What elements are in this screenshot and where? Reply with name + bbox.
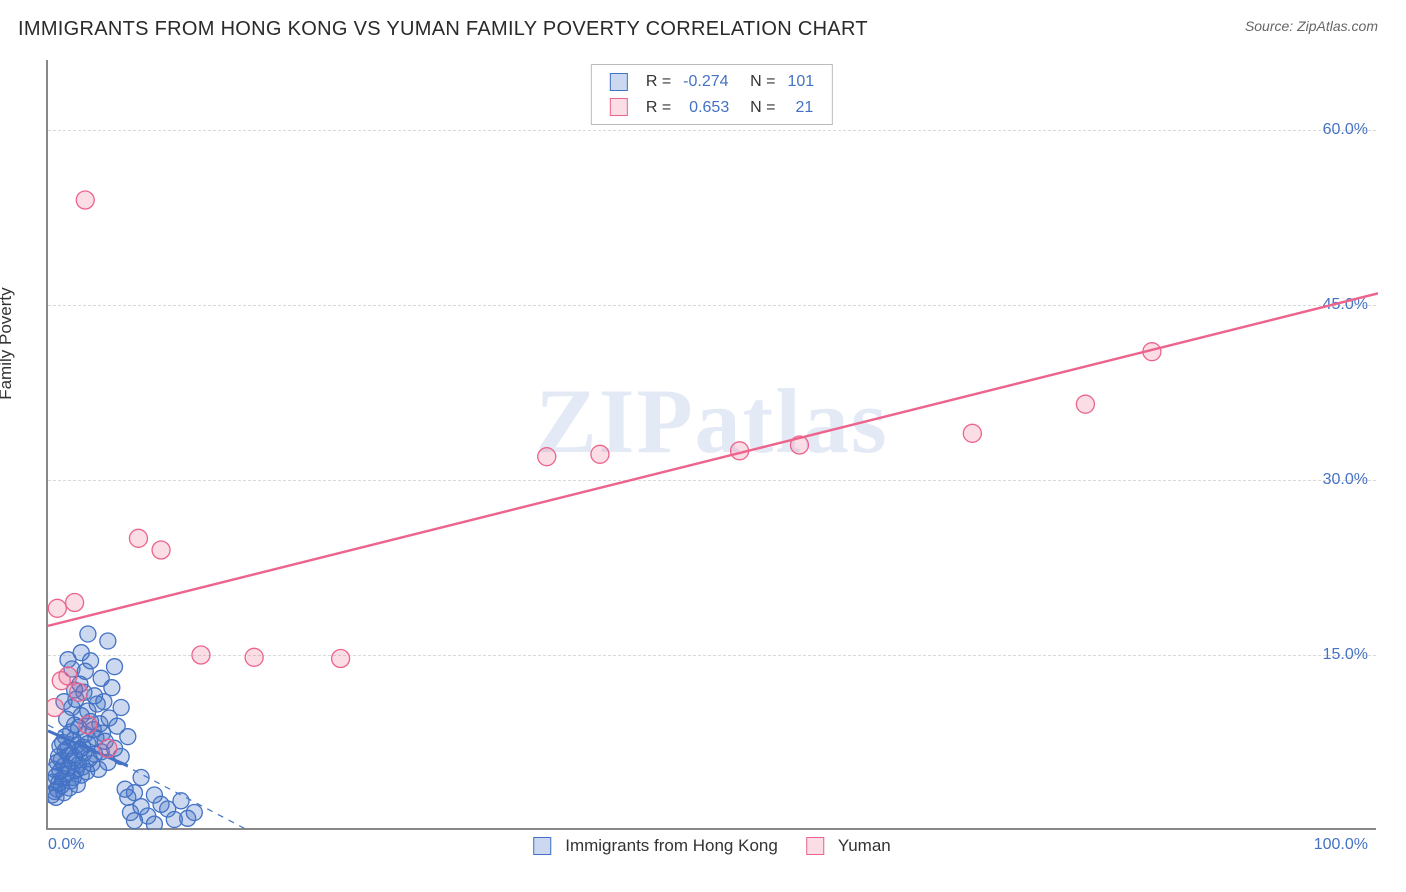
x-tick-max: 100.0% <box>1314 836 1368 854</box>
data-point <box>100 633 116 649</box>
data-point <box>591 445 609 463</box>
swatch-blue-icon <box>610 73 628 91</box>
chart-area: ZIPatlas R = -0.274 N = 101 R = 0.653 N … <box>46 60 1376 830</box>
data-point <box>1076 395 1094 413</box>
chart-title: IMMIGRANTS FROM HONG KONG VS YUMAN FAMIL… <box>18 18 868 41</box>
data-point <box>963 424 981 442</box>
data-point <box>245 648 263 666</box>
swatch-pink-icon <box>806 837 824 855</box>
n-value-pink: 21 <box>781 95 820 121</box>
legend-row-pink: R = 0.653 N = 21 <box>604 95 820 121</box>
data-point <box>70 683 88 701</box>
data-point <box>104 680 120 696</box>
x-tick-min: 0.0% <box>48 836 84 854</box>
data-point <box>79 716 97 734</box>
r-value-blue: -0.274 <box>677 69 735 95</box>
data-point <box>66 594 84 612</box>
source-prefix: Source: <box>1245 18 1297 34</box>
swatch-blue-icon <box>533 837 551 855</box>
data-point <box>99 739 117 757</box>
swatch-pink-icon <box>610 98 628 116</box>
data-point <box>48 599 66 617</box>
legend-item-pink: Yuman <box>806 836 891 856</box>
legend-label-pink: Yuman <box>838 836 891 856</box>
data-point <box>80 626 96 642</box>
legend-row-blue: R = -0.274 N = 101 <box>604 69 820 95</box>
legend-item-blue: Immigrants from Hong Kong <box>533 836 778 856</box>
data-point <box>59 667 77 685</box>
data-point <box>173 793 189 809</box>
data-point <box>146 816 162 830</box>
data-point <box>129 529 147 547</box>
data-point <box>120 729 136 745</box>
plot-region: ZIPatlas R = -0.274 N = 101 R = 0.653 N … <box>46 60 1376 830</box>
data-point <box>332 650 350 668</box>
data-point <box>152 541 170 559</box>
correlation-legend: R = -0.274 N = 101 R = 0.653 N = 21 <box>591 64 833 125</box>
y-axis-label: Family Poverty <box>0 287 16 399</box>
data-point <box>96 694 112 710</box>
data-point <box>107 659 123 675</box>
data-point <box>186 805 202 821</box>
data-point <box>48 699 64 717</box>
r-value-pink: 0.653 <box>677 95 735 121</box>
data-point <box>538 448 556 466</box>
scatter-svg <box>48 60 1378 830</box>
series-legend: Immigrants from Hong Kong Yuman <box>533 836 891 856</box>
data-point <box>76 191 94 209</box>
data-point <box>60 652 76 668</box>
trend-line <box>48 293 1378 626</box>
legend-label-blue: Immigrants from Hong Kong <box>565 836 778 856</box>
source-attribution: Source: ZipAtlas.com <box>1245 18 1378 34</box>
source-link[interactable]: ZipAtlas.com <box>1297 18 1378 34</box>
n-value-blue: 101 <box>781 69 820 95</box>
data-point <box>113 700 129 716</box>
data-point <box>192 646 210 664</box>
